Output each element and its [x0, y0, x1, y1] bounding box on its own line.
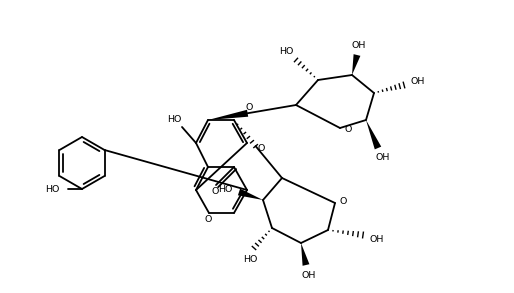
Text: O: O [246, 103, 253, 112]
Polygon shape [301, 243, 309, 266]
Text: OH: OH [302, 270, 316, 280]
Text: OH: OH [352, 40, 366, 50]
Text: HO: HO [167, 115, 181, 125]
Text: OH: OH [370, 234, 384, 243]
Text: O: O [204, 215, 212, 224]
Text: O: O [339, 197, 346, 205]
Text: O: O [211, 188, 218, 197]
Text: O: O [258, 144, 265, 153]
Polygon shape [366, 120, 381, 149]
Text: HO: HO [279, 47, 293, 55]
Text: HO: HO [243, 255, 257, 263]
Polygon shape [208, 110, 248, 120]
Polygon shape [352, 54, 360, 75]
Text: HO: HO [218, 185, 232, 195]
Text: OH: OH [411, 76, 425, 86]
Text: O: O [344, 125, 352, 134]
Polygon shape [238, 189, 263, 200]
Text: HO: HO [45, 185, 59, 193]
Text: OH: OH [376, 152, 390, 161]
